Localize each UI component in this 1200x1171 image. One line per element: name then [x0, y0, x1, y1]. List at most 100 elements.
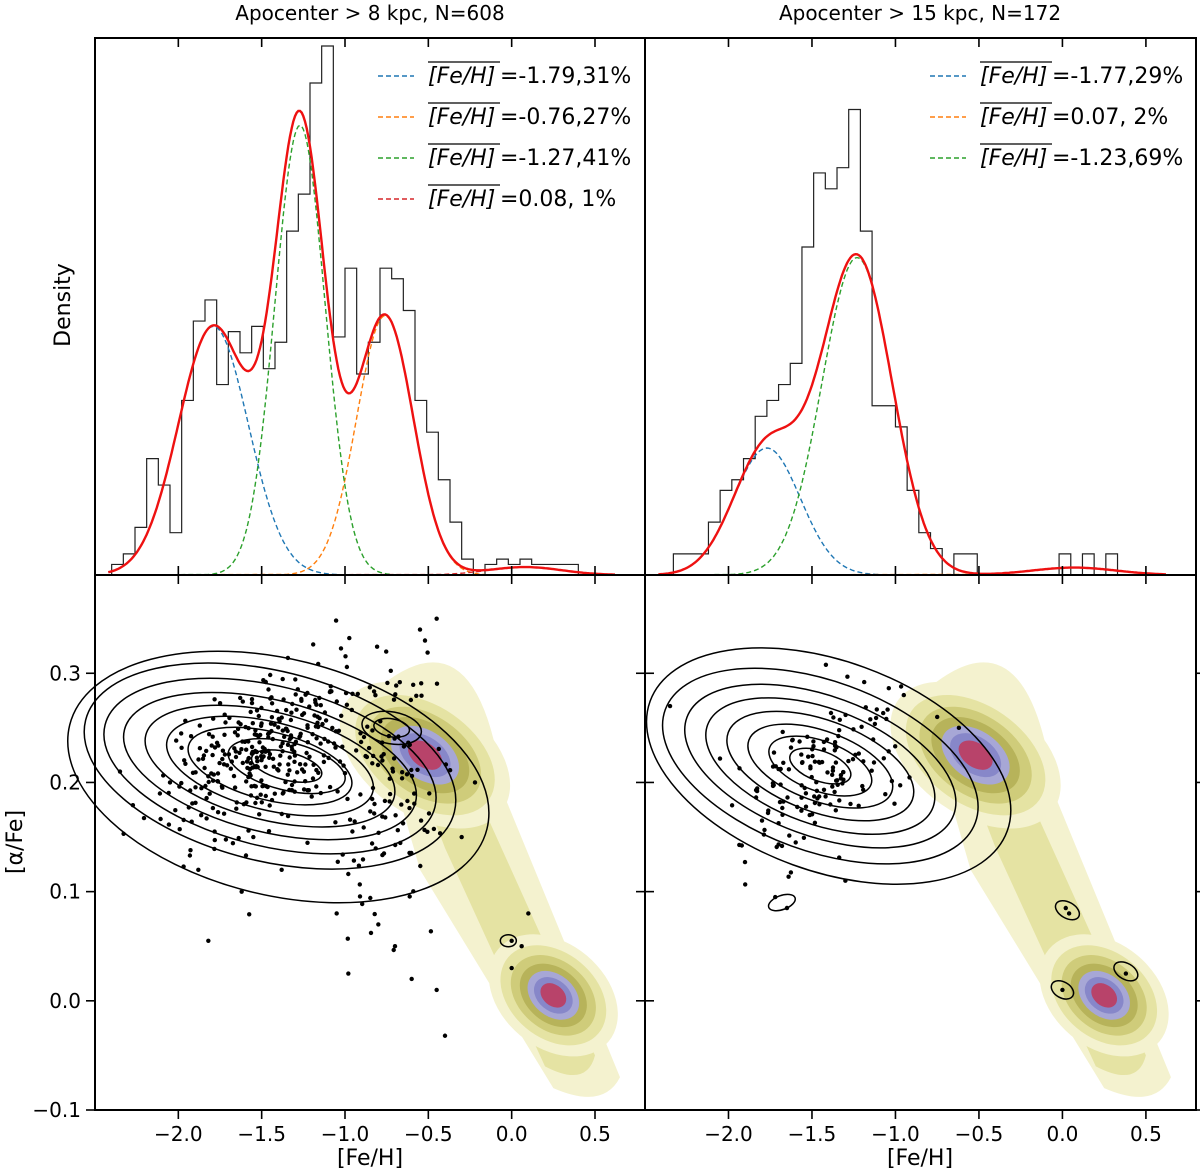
- bl-cloud-metal-point: [346, 871, 351, 877]
- bl-cloud-main-point: [181, 817, 186, 823]
- bl-cloud-metal-point: [383, 815, 388, 820]
- ytick-label-1: 0.0: [49, 989, 81, 1013]
- bl-cloud-metal-point: [418, 863, 423, 869]
- br-cloud-point: [886, 686, 891, 691]
- bl-cloud-main-point: [297, 734, 302, 740]
- bl-cloud-main-point: [289, 744, 294, 749]
- br-cloud-point: [811, 739, 816, 744]
- br-cloud-point: [786, 767, 792, 772]
- bl-cloud-main-point: [289, 710, 294, 715]
- br-cloud-point: [779, 843, 785, 849]
- br-cloud-point: [843, 712, 848, 718]
- bl-cloud-main-point: [280, 728, 285, 733]
- bl-cloud-main-point: [248, 793, 254, 798]
- bl-cloud-main-point: [206, 774, 211, 779]
- bl-cloud-main-point: [261, 678, 266, 683]
- bl-cloud-main-point: [210, 752, 215, 758]
- bl-cloud-main-point: [179, 731, 184, 736]
- bl-cloud-metal-point: [409, 767, 414, 773]
- br-cloud-point: [840, 781, 845, 786]
- bl-cloud-metal-point: [391, 947, 396, 953]
- bl-cloud-main-point: [248, 761, 253, 766]
- legend-fe-h-2: [Fe/H]: [428, 146, 495, 171]
- bl-outlier-point-18: [526, 911, 531, 916]
- bl-cloud-metal-point: [390, 769, 396, 774]
- bl-main-contour-4: [144, 704, 396, 828]
- br-cloud-point: [737, 766, 742, 771]
- br-cloud-point: [907, 775, 912, 780]
- bl-cloud-main-point: [268, 672, 273, 678]
- bl-cloud-main-point: [215, 810, 221, 815]
- br-cloud-point: [893, 744, 898, 749]
- bl-cloud-metal-point: [407, 894, 412, 899]
- bl-outlier-point-10: [422, 638, 428, 643]
- bl-cloud-main-point: [203, 783, 208, 789]
- bl-cloud-metal-point: [431, 826, 437, 832]
- bl-cloud-main-point: [321, 759, 327, 765]
- bl-cloud-main-point: [318, 790, 323, 796]
- br-cloud-point: [898, 783, 903, 788]
- bl-main-contour-8: [250, 749, 323, 783]
- bl-cloud-main-point: [199, 813, 204, 818]
- bl-main-contour-5: [165, 715, 375, 817]
- panel-bottom-right: [645, 647, 1171, 1097]
- br-cloud-point: [859, 724, 864, 729]
- bl-cloud-main-point: [303, 762, 308, 767]
- bl-cloud-main-point: [246, 739, 251, 744]
- bl-cloud-main-point: [219, 784, 225, 789]
- bl-cloud-main-point: [239, 747, 244, 752]
- bl-cloud-main-point: [212, 837, 217, 843]
- bl-cloud-main-point: [244, 800, 249, 805]
- bl-cloud-metal-point: [370, 796, 375, 802]
- bl-cloud-main-point: [222, 712, 227, 717]
- br-cloud-point: [830, 772, 835, 777]
- bl-cloud-main-point: [202, 765, 207, 771]
- panel-bottom-left: [67, 616, 620, 1097]
- bl-cloud-main-point: [333, 745, 338, 750]
- bl-cloud-main-point: [326, 755, 331, 761]
- bl-cloud-main-point: [305, 788, 310, 793]
- bl-cloud-metal-point: [360, 857, 366, 862]
- bl-cloud-main-point: [158, 816, 163, 822]
- bl-cloud-main-point: [234, 800, 239, 805]
- br-cloud-point: [777, 799, 783, 805]
- bl-cloud-metal-point: [406, 740, 411, 745]
- bl-cloud-main-point: [270, 756, 276, 761]
- bl-cloud-main-point: [263, 764, 268, 769]
- xtick-label-1-1: −1.5: [788, 1122, 837, 1146]
- bl-cloud-main-point: [280, 741, 285, 746]
- ylabel-density: Density: [51, 263, 76, 347]
- br-cloud-point: [825, 770, 830, 775]
- br-cloud-point: [841, 777, 846, 782]
- panel-top-right: [Fe/H] =-1.77,29%[Fe/H] =0.07, 2%[Fe/H] =-1…: [658, 61, 1183, 576]
- bl-cloud-main-point: [315, 720, 320, 725]
- bl-cloud-metal-point: [374, 644, 380, 649]
- bl-cloud-metal-point: [370, 728, 375, 733]
- bl-cloud-main-point: [211, 772, 216, 777]
- br-cloud-point: [799, 760, 805, 765]
- br-cloud-point: [863, 705, 868, 710]
- bl-cloud-main-point: [301, 711, 307, 716]
- bl-cloud-main-point: [301, 787, 307, 792]
- br-cloud-point: [770, 783, 776, 789]
- xtick-label-0-4: 0.0: [496, 1122, 528, 1146]
- bl-cloud-main-point: [249, 744, 255, 750]
- bl-cloud-main-point: [336, 728, 342, 733]
- br-cloud-point: [773, 764, 778, 769]
- bl-cloud-main-point: [333, 618, 339, 623]
- bl-cloud-metal-point: [373, 693, 378, 698]
- bl-cloud-main-point: [272, 791, 277, 796]
- bl-cloud-metal-point: [368, 930, 374, 936]
- bl-cloud-main-point: [221, 762, 227, 767]
- bl-cloud-main-point: [278, 744, 284, 749]
- bl-cloud-main-point: [311, 642, 316, 647]
- bl-cloud-metal-point: [394, 683, 399, 688]
- br-cloud-point: [806, 754, 811, 759]
- bl-cloud-metal-point: [371, 753, 376, 759]
- xlabel-left: [Fe/H]: [337, 1146, 403, 1171]
- br-outlier-point-9: [956, 725, 962, 731]
- br-cloud-point: [793, 840, 798, 845]
- xtick-label-1-5: 0.5: [1130, 1122, 1162, 1146]
- bl-cloud-main-point: [183, 718, 188, 723]
- bl-cloud-main-point: [233, 754, 239, 760]
